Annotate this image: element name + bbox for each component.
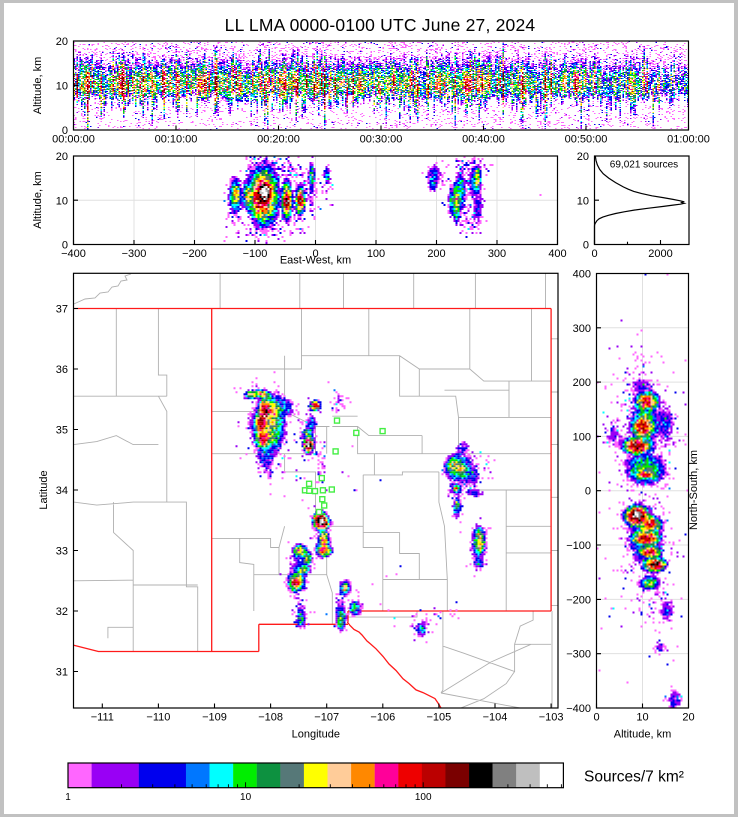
svg-text:0: 0 [585,486,591,498]
svg-text:35: 35 [56,425,68,437]
svg-text:−106: −106 [370,712,395,724]
svg-text:33: 33 [56,546,68,558]
svg-text:00:50:00: 00:50:00 [565,134,608,146]
svg-text:Latitude: Latitude [38,470,50,509]
svg-text:−200: −200 [182,248,207,260]
svg-text:100: 100 [415,792,432,803]
svg-text:−111: −111 [91,712,114,724]
svg-text:10: 10 [56,195,68,207]
svg-text:0: 0 [583,240,589,252]
svg-text:20: 20 [682,712,694,724]
svg-text:1: 1 [65,792,71,803]
svg-text:10: 10 [636,712,648,724]
svg-text:Longitude: Longitude [292,729,340,741]
svg-text:300: 300 [573,323,591,335]
svg-text:−110: −110 [146,712,170,724]
svg-text:−400: −400 [61,248,86,260]
svg-text:0: 0 [593,712,599,724]
svg-text:−400: −400 [566,703,591,715]
svg-text:10: 10 [56,81,68,93]
svg-text:00:10:00: 00:10:00 [155,134,198,146]
svg-text:East-West, km: East-West, km [280,255,351,267]
svg-text:−100: −100 [566,540,591,552]
svg-text:−105: −105 [427,712,452,724]
svg-text:20: 20 [56,151,68,163]
svg-text:37: 37 [56,304,68,316]
svg-text:Sources/7 km²: Sources/7 km² [584,769,684,786]
svg-text:00:00:00: 00:00:00 [52,134,95,146]
svg-text:Altitude, km: Altitude, km [32,57,44,114]
svg-text:32: 32 [56,606,68,618]
svg-text:−200: −200 [566,594,591,606]
svg-text:200: 200 [427,248,445,260]
svg-text:400: 400 [573,269,591,281]
svg-text:20: 20 [577,151,589,163]
svg-text:10: 10 [577,195,589,207]
svg-text:−100: −100 [243,248,268,260]
svg-text:10: 10 [240,792,252,803]
svg-text:100: 100 [573,431,591,443]
svg-text:−107: −107 [314,712,339,724]
svg-text:69,021 sources: 69,021 sources [610,160,678,171]
svg-text:−104: −104 [483,712,508,724]
svg-text:−300: −300 [566,649,591,661]
svg-text:2000: 2000 [648,248,672,260]
svg-text:Altitude, km: Altitude, km [32,171,44,228]
svg-text:0: 0 [62,125,68,137]
svg-text:34: 34 [56,485,68,497]
svg-text:North-South, km: North-South, km [688,450,700,530]
svg-text:−103: −103 [539,712,564,724]
svg-text:Altitude, km: Altitude, km [614,729,671,741]
svg-text:00:20:00: 00:20:00 [257,134,300,146]
svg-text:−300: −300 [122,248,147,260]
svg-text:00:40:00: 00:40:00 [462,134,505,146]
svg-text:01:00:00: 01:00:00 [667,134,710,146]
svg-text:−108: −108 [258,712,283,724]
svg-text:200: 200 [573,377,591,389]
svg-text:0: 0 [591,248,597,260]
svg-text:100: 100 [367,248,385,260]
svg-text:0: 0 [312,248,318,260]
svg-text:36: 36 [56,364,68,376]
svg-text:300: 300 [488,248,506,260]
svg-text:20: 20 [56,36,68,48]
svg-text:0: 0 [62,240,68,252]
svg-text:31: 31 [56,667,68,679]
svg-text:−109: −109 [202,712,227,724]
svg-text:LL LMA 0000-0100 UTC June 27,: LL LMA 0000-0100 UTC June 27, 2024 [225,15,536,35]
svg-text:400: 400 [548,248,566,260]
svg-text:00:30:00: 00:30:00 [360,134,403,146]
